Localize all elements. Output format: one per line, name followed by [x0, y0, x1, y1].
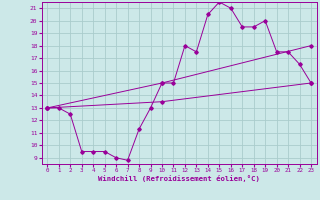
X-axis label: Windchill (Refroidissement éolien,°C): Windchill (Refroidissement éolien,°C) — [98, 175, 260, 182]
